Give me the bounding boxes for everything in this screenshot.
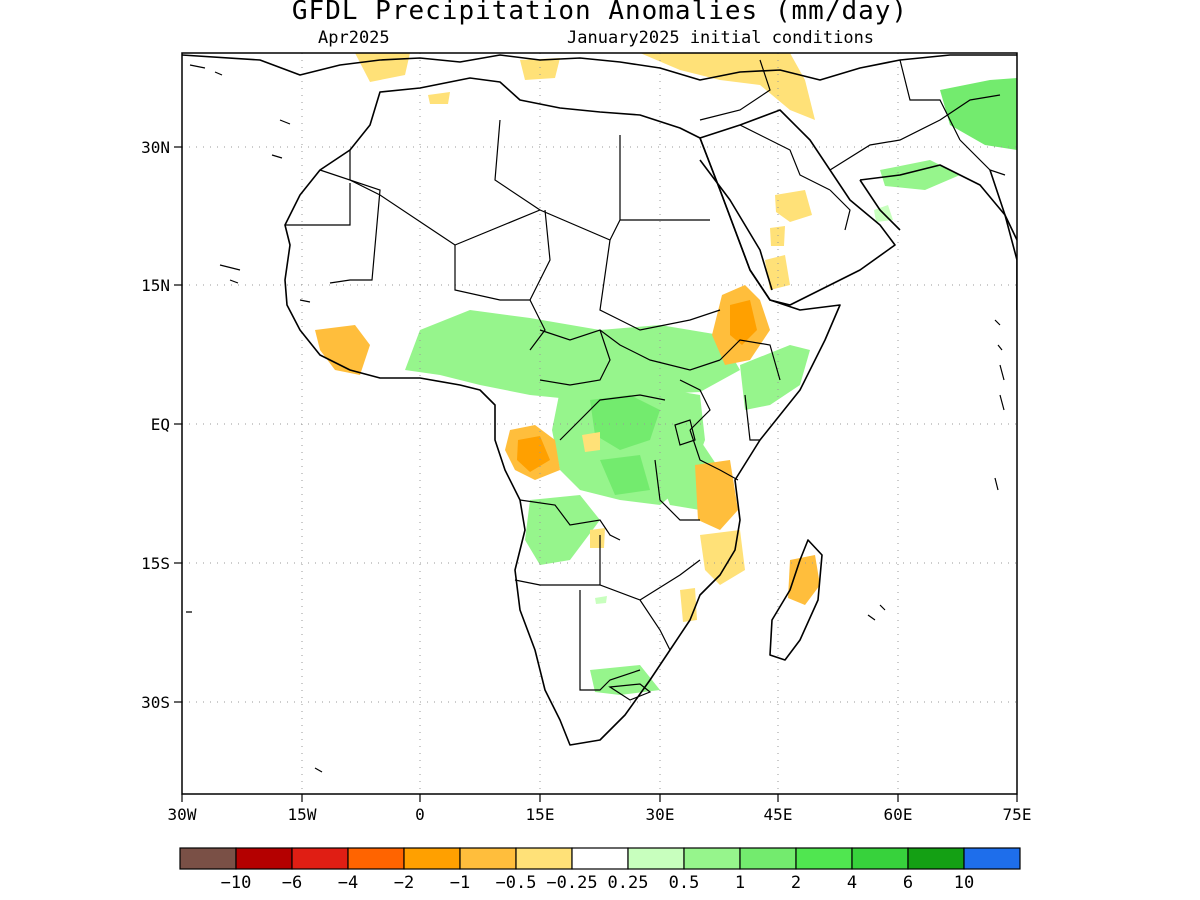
wet-area-southern-africa xyxy=(525,495,600,565)
colorbar-swatch xyxy=(403,847,461,870)
lon-label-15w: 15W xyxy=(288,805,317,824)
madagascar-coast xyxy=(769,539,823,661)
lon-label-75e: 75E xyxy=(1003,805,1032,824)
colorbar-swatch xyxy=(347,847,405,870)
dry-area-mediterranean xyxy=(355,53,410,82)
persian-gulf-coast xyxy=(859,179,901,231)
colorbar-label: −6 xyxy=(282,873,302,893)
coastlines xyxy=(182,54,1017,746)
colorbar-swatch xyxy=(963,847,1021,870)
wet-area-iran xyxy=(940,78,1017,150)
india-coast xyxy=(989,169,1017,310)
anomaly-shading xyxy=(315,53,1017,695)
colorbar-label: 10 xyxy=(954,873,974,893)
lon-tick-labels: 30W 15W 0 15E 30E 45E 60E 75E xyxy=(168,805,1032,824)
colorbar-label: 0.5 xyxy=(669,873,700,893)
arabia-coast xyxy=(699,109,896,306)
colorbar-swatch xyxy=(851,847,909,870)
small-islands xyxy=(186,64,1005,773)
colorbar-label: 1 xyxy=(735,873,745,893)
lat-label-30s: 30S xyxy=(141,693,170,712)
colorbar-swatch xyxy=(235,847,293,870)
colorbar-swatch xyxy=(515,847,573,870)
wet-area-east-africa xyxy=(740,345,810,410)
colorbar-label: −10 xyxy=(221,873,252,893)
lon-label-0: 0 xyxy=(415,805,425,824)
lon-label-60e: 60E xyxy=(884,805,913,824)
init-conditions-label: January2025 initial conditions xyxy=(567,28,875,48)
colorbar-labels: −10 −6 −4 −2 −1 −0.5 −0.25 0.25 0.5 1 2 4 6 10 xyxy=(221,873,975,893)
colorbar xyxy=(179,847,1021,870)
dry-area-east-coast xyxy=(695,460,738,530)
colorbar-label: 6 xyxy=(903,873,913,893)
colorbar-label: −0.25 xyxy=(546,873,597,893)
colorbar-swatch xyxy=(571,847,629,870)
colorbar-label: 4 xyxy=(847,873,857,893)
wet-area-west-africa xyxy=(405,310,740,400)
red-sea-coast xyxy=(699,159,773,291)
colorbar-label: 2 xyxy=(791,873,801,893)
colorbar-swatch xyxy=(179,847,237,870)
colorbar-swatch xyxy=(907,847,965,870)
axis-ticks xyxy=(174,146,1018,802)
colorbar-label: −1 xyxy=(450,873,470,893)
plot-title: GFDL Precipitation Anomalies (mm/day) xyxy=(291,0,909,26)
colorbar-label: −0.5 xyxy=(496,873,537,893)
map-content xyxy=(182,53,1017,794)
wet-area-central-core xyxy=(590,395,660,450)
colorbar-swatch xyxy=(683,847,741,870)
dry-area-madagascar xyxy=(788,555,820,605)
colorbar-swatch xyxy=(739,847,797,870)
lon-label-45e: 45E xyxy=(764,805,793,824)
valid-month-label: Apr2025 xyxy=(318,28,390,48)
colorbar-swatch xyxy=(627,847,685,870)
iran-coast xyxy=(859,164,1017,241)
lon-label-30e: 30E xyxy=(646,805,675,824)
lon-label-15e: 15E xyxy=(526,805,555,824)
colorbar-label: 0.25 xyxy=(608,873,649,893)
colorbar-label: −4 xyxy=(338,873,358,893)
colorbar-swatch xyxy=(795,847,853,870)
lat-label-15n: 15N xyxy=(141,276,170,295)
lat-label-15s: 15S xyxy=(141,554,170,573)
lat-label-eq: EQ xyxy=(151,415,170,434)
dry-area-arabia xyxy=(775,190,812,222)
colorbar-swatch xyxy=(459,847,517,870)
lat-tick-labels: 30N 15N EQ 15S 30S xyxy=(141,138,170,712)
lat-label-30n: 30N xyxy=(141,138,170,157)
country-borders xyxy=(285,59,1006,691)
colorbar-swatch xyxy=(291,847,349,870)
colorbar-label: −2 xyxy=(394,873,414,893)
lon-label-30w: 30W xyxy=(168,805,197,824)
europe-coast xyxy=(182,54,1017,81)
dry-area-guinea xyxy=(315,325,370,375)
